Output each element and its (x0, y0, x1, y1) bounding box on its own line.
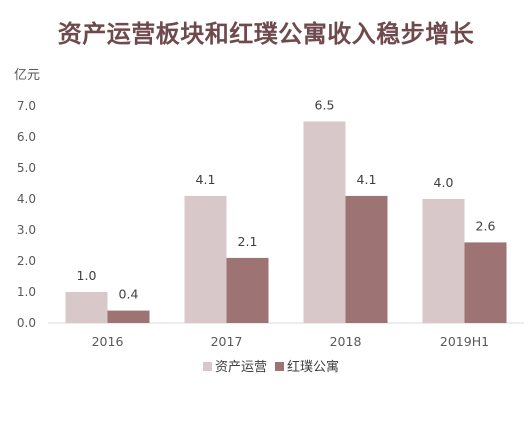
y-tick-label: 7.0 (17, 99, 36, 113)
data-label: 6.5 (315, 98, 335, 113)
data-label: 4.0 (434, 175, 454, 190)
y-tick-label: 2.0 (17, 254, 36, 268)
data-label: 1.0 (77, 268, 97, 283)
bar-hongpu-apartment (107, 310, 150, 323)
bar-asset-operation (422, 199, 465, 323)
legend-swatch (275, 362, 284, 371)
y-tick-label: 3.0 (17, 223, 36, 237)
y-tick-label: 4.0 (17, 192, 36, 206)
data-label: 2.1 (238, 234, 258, 249)
y-axis-unit-label: 亿元 (14, 68, 40, 83)
legend-swatch (203, 362, 212, 371)
data-label: 0.4 (119, 287, 139, 302)
bar-hongpu-apartment (345, 195, 388, 323)
bar-asset-operation (65, 292, 108, 323)
data-label: 2.6 (476, 218, 496, 233)
legend-label: 资产运营 (215, 360, 267, 375)
data-label: 4.1 (196, 172, 216, 187)
y-tick-label: 0.0 (17, 316, 36, 330)
x-tick-label: 2018 (330, 334, 362, 349)
x-tick-label: 2017 (211, 334, 243, 349)
legend-label: 红璞公寓 (287, 359, 339, 375)
y-tick-label: 6.0 (17, 130, 36, 144)
x-tick-label: 2019H1 (440, 334, 489, 349)
bar-asset-operation (184, 195, 227, 323)
bar-asset-operation (303, 121, 346, 323)
bar-hongpu-apartment (226, 257, 269, 323)
y-tick-label: 5.0 (17, 161, 36, 175)
x-tick-label: 2016 (92, 334, 124, 349)
bar-hongpu-apartment (464, 242, 507, 323)
chart-title: 资产运营板块和红璞公寓收入稳步增长 (57, 20, 475, 48)
y-tick-label: 1.0 (17, 285, 36, 299)
data-label: 4.1 (357, 172, 377, 187)
